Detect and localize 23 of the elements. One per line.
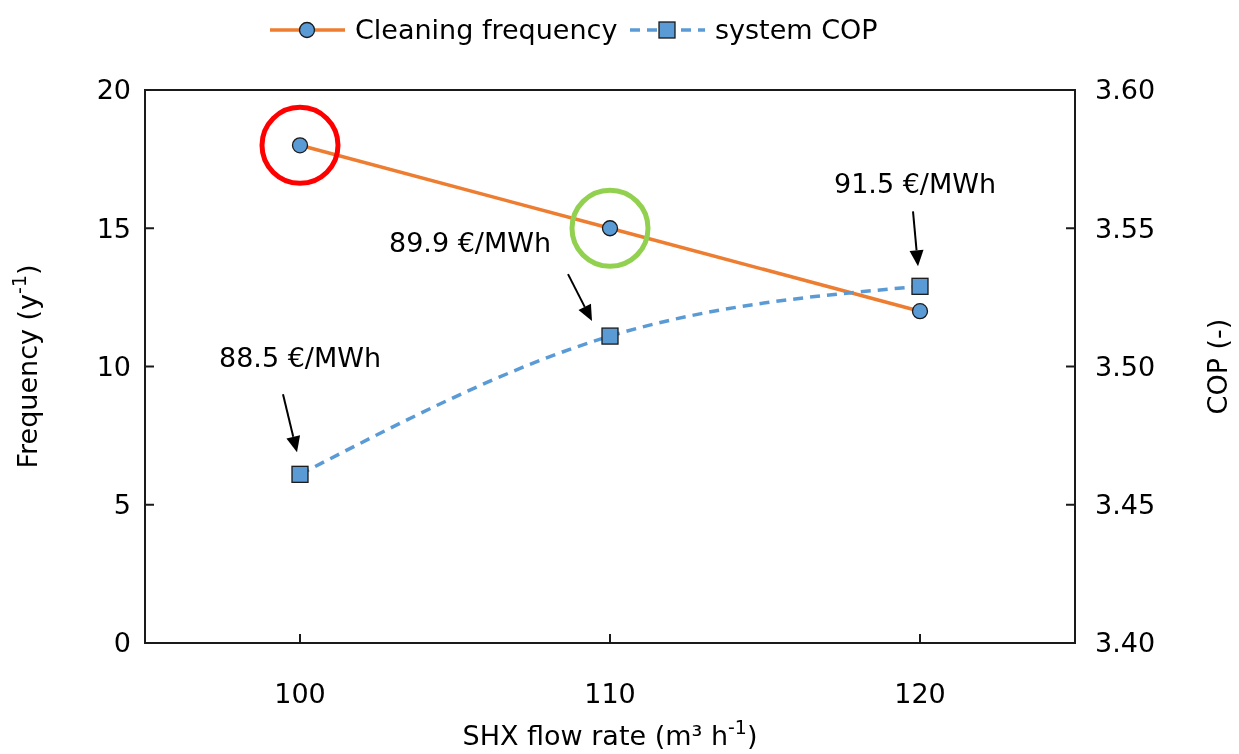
x-tick-label: 100 — [274, 678, 326, 709]
y-tick-label: 10 — [96, 350, 131, 382]
y2-tick-label: 3.60 — [1095, 74, 1156, 106]
point — [601, 327, 619, 345]
x-axis-title: SHX flow rate (m³ h$^{-1}$) — [462, 716, 758, 751]
y-tick-label: 15 — [96, 212, 131, 244]
point — [291, 465, 309, 483]
legend-label: system COP — [715, 14, 878, 46]
y2-tick-label: 3.40 — [1095, 627, 1156, 659]
x-tick-label: 120 — [894, 678, 946, 709]
annotation: 89.9 €/MWh — [388, 227, 552, 259]
y2-tick-label: 3.55 — [1095, 212, 1156, 244]
y-tick-label: 20 — [96, 74, 131, 106]
point — [911, 277, 929, 295]
y2-axis-title: COP (-) — [1202, 318, 1233, 415]
legend-label: Cleaning frequency — [355, 14, 618, 46]
y-tick-label: 5 — [113, 489, 131, 521]
x-tick-label: 110 — [584, 678, 636, 709]
y-tick-label: 0 — [113, 627, 131, 659]
y2-tick-label: 3.50 — [1095, 350, 1156, 382]
y2-tick-label: 3.45 — [1095, 489, 1156, 521]
annotation: 91.5 €/MWh — [833, 168, 997, 200]
annotation: 88.5 €/MWh — [218, 342, 382, 374]
